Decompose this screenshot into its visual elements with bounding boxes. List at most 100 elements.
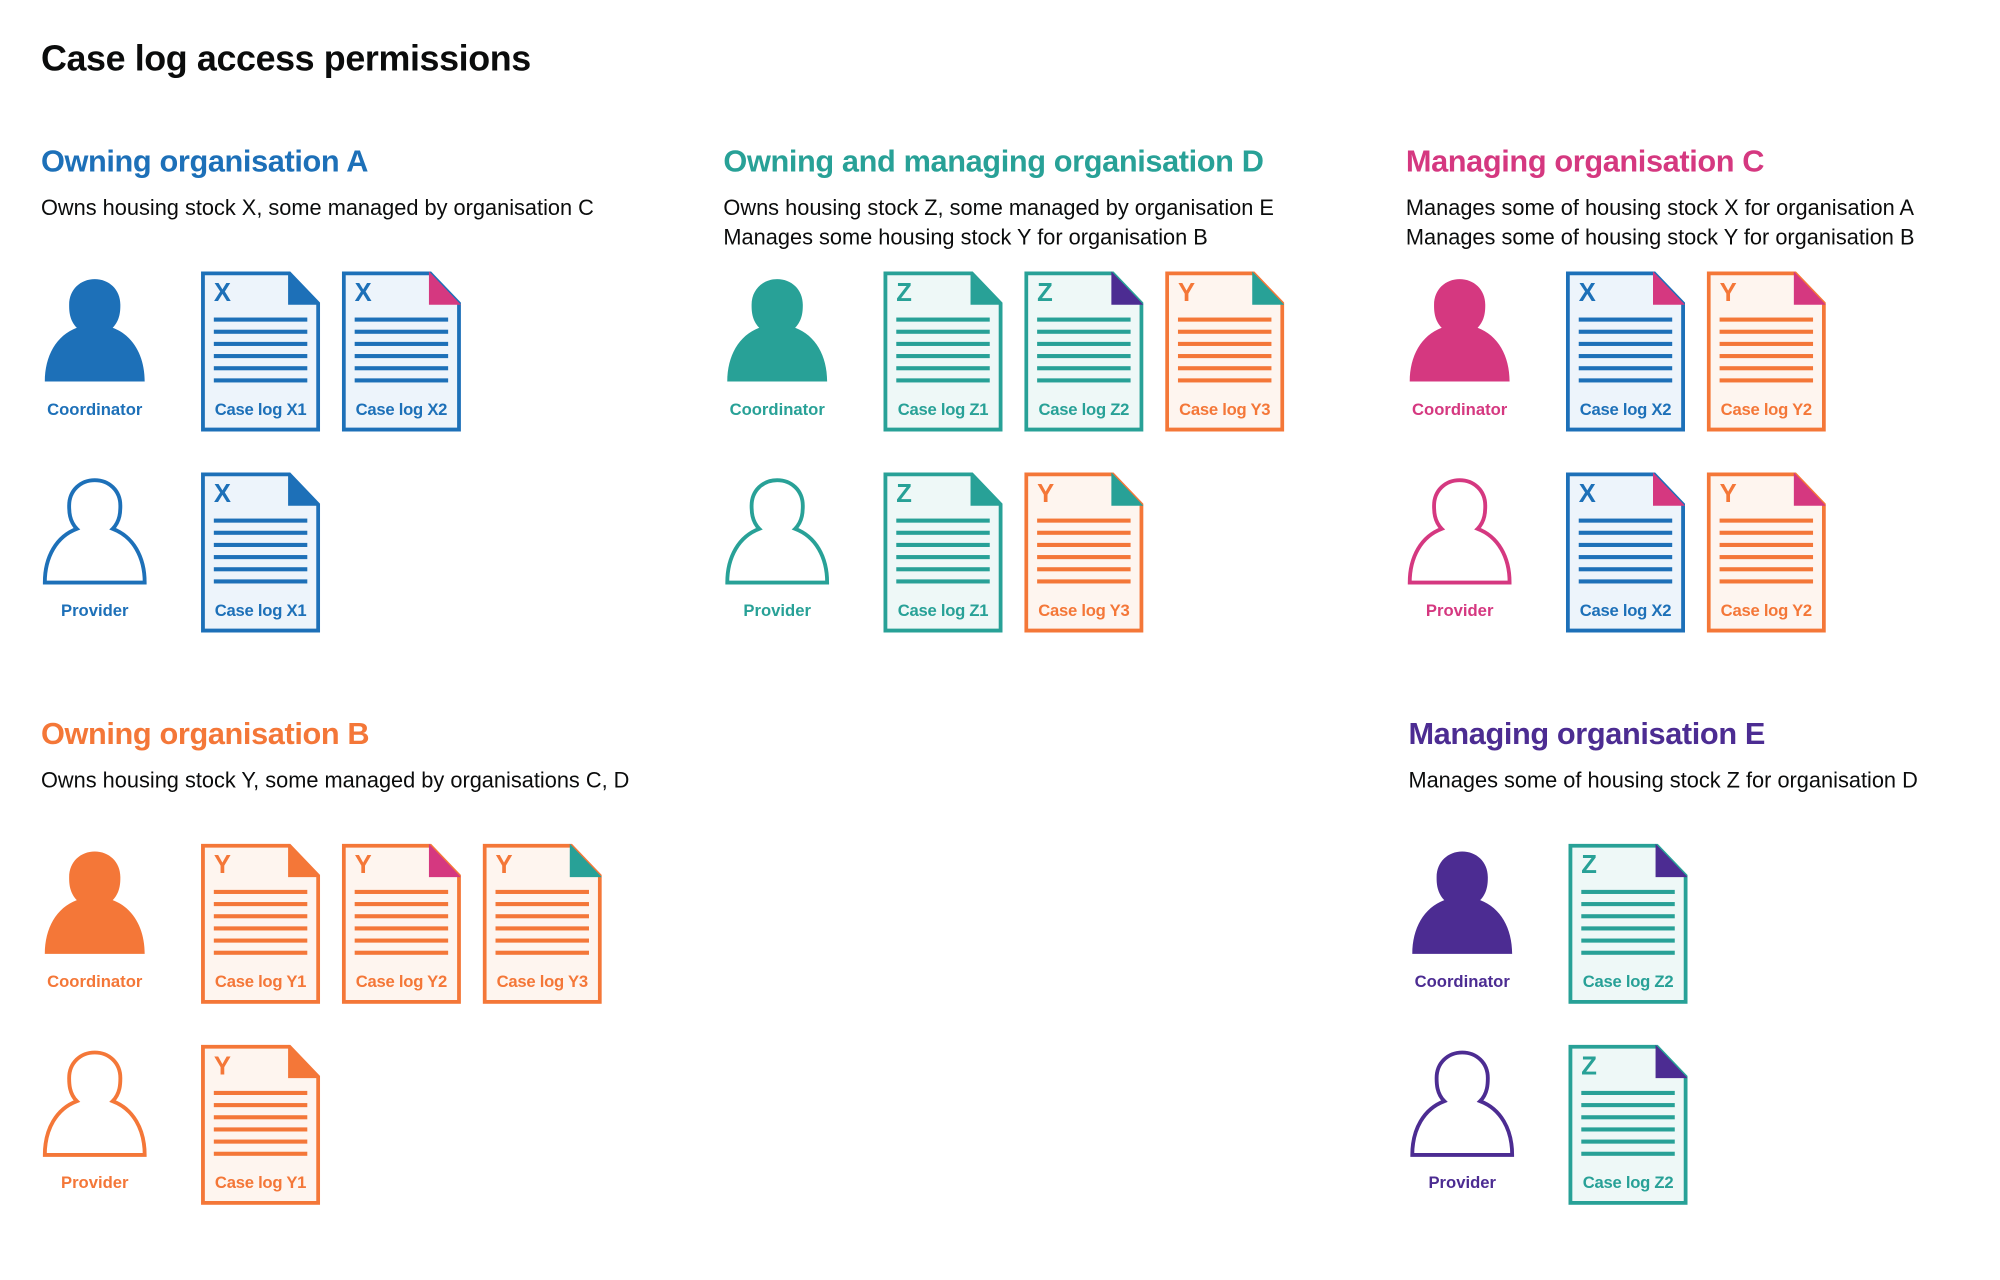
- role-label: Coordinator: [1414, 971, 1510, 992]
- section-description: Owns housing stock Z, some managed by or…: [723, 195, 1274, 221]
- document-icon: [341, 843, 461, 1004]
- user-outline-icon: [725, 478, 830, 585]
- user-outline-icon: [42, 1050, 147, 1157]
- role-label: Coordinator: [1412, 399, 1508, 419]
- role-row-provider: Provider Z Case log Z2: [1408, 1044, 2000, 1211]
- case-log-document[interactable]: X Case log X1: [201, 271, 321, 432]
- role-label: Provider: [60, 600, 129, 620]
- case-log-label: Case log Y2: [1720, 399, 1813, 419]
- section-heading: Owning and managing organisation D: [723, 144, 1264, 180]
- role-row-provider: Provider X Case log X2 Y Case log Y2: [1406, 472, 2000, 638]
- case-log-document[interactable]: X Case log X2: [341, 271, 461, 432]
- role-label: Coordinator: [729, 399, 825, 419]
- section-managing-organisation-c: Managing organisation C Manages some of h…: [1405, 145, 2000, 633]
- stock-letter: Z: [896, 279, 912, 308]
- role-label: Provider: [743, 600, 811, 620]
- section-description: Manages some of housing stock Z for orga…: [1408, 768, 1918, 793]
- person-provider: Provider: [723, 472, 831, 620]
- person-coordinator: Coordinator: [41, 271, 149, 419]
- document-icon: [201, 1044, 321, 1205]
- document-icon: [1568, 843, 1688, 1004]
- document-icon: [1568, 1044, 1688, 1205]
- managing-fold-corner: [1655, 1044, 1688, 1079]
- stock-letter: Y: [1719, 480, 1737, 509]
- case-log-label: Case log Y1: [214, 971, 307, 992]
- case-log-label: Case log Y3: [1179, 399, 1271, 419]
- stock-letter: X: [354, 279, 372, 308]
- role-label: Provider: [1428, 1172, 1496, 1193]
- document-icon: [883, 472, 1003, 633]
- managing-fold-corner: [1652, 271, 1686, 305]
- managing-fold-corner: [1655, 843, 1688, 878]
- stock-letter: Y: [1719, 279, 1737, 308]
- document-icon: [1165, 271, 1285, 432]
- case-log-document[interactable]: Z Case log Z2: [1568, 1044, 1688, 1205]
- case-log-document[interactable]: Z Case log Z1: [883, 271, 1003, 432]
- user-filled-icon: [727, 279, 828, 382]
- user-filled-icon: [1409, 279, 1510, 382]
- section-heading: Owning organisation B: [40, 717, 370, 752]
- section-heading: Managing organisation E: [1408, 717, 1765, 752]
- person-coordinator: Coordinator: [723, 271, 831, 419]
- case-log-document[interactable]: Y Case log Y2: [1706, 271, 1826, 432]
- case-log-document[interactable]: Y Case log Y3: [482, 843, 602, 1004]
- case-log-document[interactable]: X Case log X1: [201, 472, 321, 633]
- stock-letter: Z: [1581, 851, 1597, 880]
- managing-fold-corner: [288, 472, 321, 506]
- document-icon: [883, 271, 1003, 432]
- stock-letter: X: [213, 279, 231, 308]
- case-log-label: Case log X2: [1579, 399, 1672, 419]
- role-row-coordinator: Coordinator X Case log X1 X Case log X2: [41, 271, 656, 437]
- person-provider: Provider: [41, 1045, 149, 1192]
- role-label: Provider: [60, 1172, 129, 1193]
- case-log-label: Case log Y3: [1038, 600, 1130, 620]
- case-log-document[interactable]: Y Case log Y1: [201, 843, 321, 1004]
- case-log-label: Case log Y3: [496, 971, 589, 992]
- managing-fold-corner: [1793, 472, 1826, 506]
- managing-fold-corner: [970, 472, 1003, 506]
- stock-letter: Y: [354, 851, 372, 880]
- document-icon: [201, 843, 321, 1004]
- case-log-document[interactable]: X Case log X2: [1565, 271, 1686, 432]
- case-log-label: Case log Z2: [1582, 971, 1674, 992]
- stock-letter: Z: [896, 480, 912, 509]
- section-owning-organisation-a: Owning organisation A Owns housing stock …: [40, 145, 681, 633]
- document-icon: [482, 843, 602, 1004]
- case-log-document[interactable]: Y Case log Y2: [1706, 472, 1826, 633]
- managing-fold-corner: [428, 843, 461, 878]
- stock-letter: Y: [1037, 480, 1055, 509]
- stock-letter: Z: [1037, 279, 1053, 308]
- section-owning-organisation-b: Owning organisation B Owns housing stock …: [40, 717, 681, 1205]
- document-icon: [1024, 472, 1144, 633]
- case-log-document[interactable]: Y Case log Y3: [1165, 271, 1285, 432]
- case-log-document[interactable]: Z Case log Z1: [883, 472, 1003, 633]
- stock-letter: Y: [495, 851, 513, 880]
- user-filled-icon: [44, 279, 145, 382]
- case-log-label: Case log Z1: [897, 399, 989, 419]
- document-icon: [1706, 271, 1826, 432]
- case-log-label: Case log Y2: [1720, 600, 1813, 620]
- case-log-label: Case log X2: [355, 399, 448, 419]
- case-log-document[interactable]: X Case log X2: [1565, 472, 1686, 633]
- person-coordinator: Coordinator: [41, 844, 149, 991]
- role-row-provider: Provider X Case log X1: [41, 472, 656, 638]
- document-icon: [1565, 271, 1686, 432]
- section-description: Owns housing stock X, some managed by or…: [40, 195, 594, 221]
- managing-fold-corner: [569, 843, 602, 878]
- person-coordinator: Coordinator: [1406, 271, 1514, 419]
- role-label: Coordinator: [47, 399, 143, 419]
- case-log-label: Case log Z2: [1038, 399, 1130, 419]
- role-row-coordinator: Coordinator X Case log X2 Y Case log Y2: [1406, 271, 2000, 437]
- case-log-label: Case log Y2: [355, 971, 448, 992]
- case-log-document[interactable]: Y Case log Y1: [201, 1044, 321, 1205]
- document-icon: [201, 271, 321, 432]
- case-log-document[interactable]: Z Case log Z2: [1568, 843, 1688, 1004]
- section-description: Manages some of housing stock Y for orga…: [1405, 225, 1915, 250]
- stock-letter: X: [1578, 480, 1596, 509]
- case-log-label: Case log X1: [214, 600, 307, 620]
- document-icon: [1565, 472, 1686, 633]
- case-log-document[interactable]: Z Case log Z2: [1024, 271, 1144, 432]
- case-log-document[interactable]: Y Case log Y3: [1024, 472, 1144, 633]
- case-log-document[interactable]: Y Case log Y2: [341, 843, 461, 1004]
